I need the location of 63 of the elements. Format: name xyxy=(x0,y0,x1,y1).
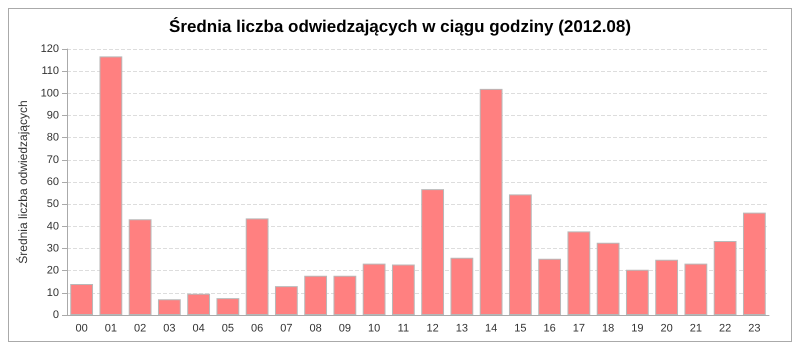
x-tick-label: 07 xyxy=(280,322,292,334)
bar xyxy=(538,258,562,315)
x-tick-label: 20 xyxy=(660,322,673,334)
x-tick-label: 15 xyxy=(514,322,526,334)
bar xyxy=(158,299,181,315)
bar xyxy=(70,284,94,315)
x-tick-label: 17 xyxy=(572,322,585,334)
y-axis-title: Średnia liczba odwiedzających xyxy=(16,100,30,264)
x-tick-label: 11 xyxy=(398,322,410,334)
x-tick-label: 18 xyxy=(602,322,614,334)
y-tick-label: 70 xyxy=(46,154,59,166)
y-tick-label: 10 xyxy=(46,286,59,299)
bar xyxy=(274,286,298,315)
bar xyxy=(246,218,269,315)
bar xyxy=(99,56,122,315)
x-tick-label: 04 xyxy=(192,322,205,334)
x-tick-label: 10 xyxy=(368,322,380,334)
y-tick-label: 80 xyxy=(46,132,59,144)
x-tick-label: 09 xyxy=(338,322,351,334)
bar xyxy=(216,298,240,315)
x-tick-label: 00 xyxy=(76,322,88,334)
y-tick-label: 30 xyxy=(46,242,59,254)
x-tick-label: 22 xyxy=(719,322,732,334)
chart-title: Średnia liczba odwiedzających w ciągu godziny (2012.08) xyxy=(169,16,631,36)
x-tick-label: 05 xyxy=(222,322,234,334)
x-tick-label: 08 xyxy=(310,322,322,334)
bar xyxy=(655,260,678,315)
bar xyxy=(333,276,356,315)
x-tick-label: 03 xyxy=(163,322,176,334)
y-tick-label: 20 xyxy=(46,264,59,277)
y-tick-label: 0 xyxy=(52,309,59,321)
x-tick-label: 13 xyxy=(456,322,468,334)
bar xyxy=(714,240,737,315)
x-tick-label: 06 xyxy=(251,322,264,334)
x-tick-label: 19 xyxy=(631,322,644,334)
bar xyxy=(421,189,444,315)
y-tick-label: 60 xyxy=(46,176,59,188)
bar xyxy=(362,264,386,315)
bar xyxy=(392,264,415,315)
bar xyxy=(567,231,590,315)
x-tick-label: 23 xyxy=(748,322,760,334)
y-tick-label: 90 xyxy=(46,110,59,122)
bar xyxy=(742,212,766,315)
x-tick-label: 16 xyxy=(544,322,556,334)
bar xyxy=(304,276,328,315)
bar xyxy=(626,270,649,315)
y-tick-label: 100 xyxy=(40,87,59,100)
bar xyxy=(480,88,503,315)
x-tick-label: 02 xyxy=(134,322,146,334)
bar xyxy=(596,242,620,315)
x-tick-label: 21 xyxy=(690,322,702,334)
bar xyxy=(128,219,152,315)
x-tick-label: 01 xyxy=(104,322,117,334)
bar xyxy=(508,194,532,315)
y-tick-label: 40 xyxy=(46,220,59,232)
bar xyxy=(187,294,210,315)
y-tick-label: 120 xyxy=(40,43,59,55)
bar xyxy=(450,258,474,315)
y-tick-label: 110 xyxy=(41,65,59,78)
bar xyxy=(684,264,708,315)
x-tick-label: 14 xyxy=(485,322,498,334)
y-tick-label: 50 xyxy=(46,198,59,210)
x-tick-label: 12 xyxy=(426,322,439,334)
